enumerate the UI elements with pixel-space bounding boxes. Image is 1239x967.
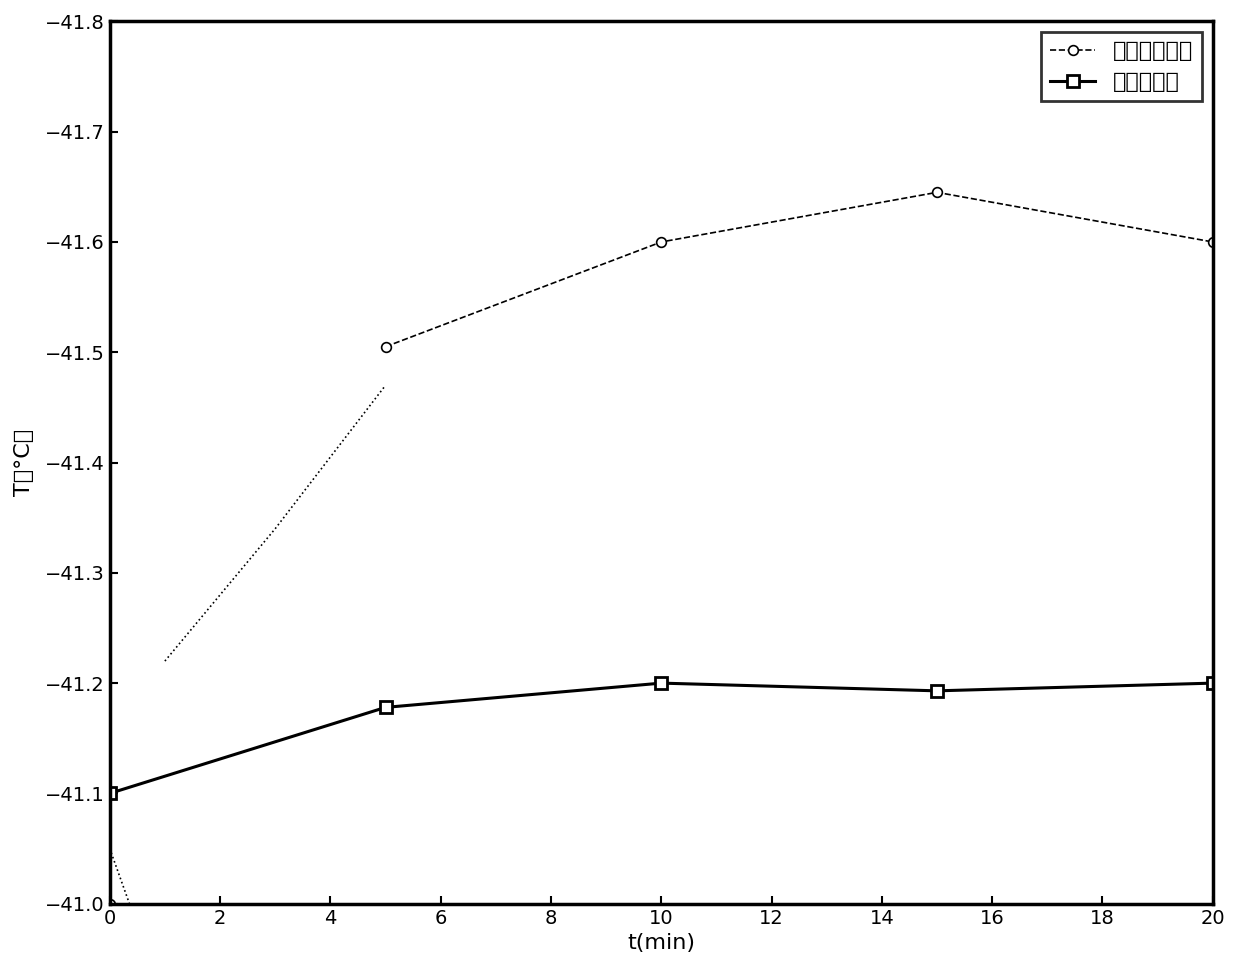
未使用耦合剂 xyxy=(929,187,944,198)
Y-axis label: T（°C）: T（°C） xyxy=(14,429,33,496)
Line: 未使用耦合剂: 未使用耦合剂 xyxy=(380,188,1218,352)
未使用耦合剂 xyxy=(1206,236,1220,248)
未使用耦合剂 xyxy=(654,236,669,248)
未使用耦合剂 xyxy=(378,341,393,353)
使用耦合剂 xyxy=(654,677,669,689)
使用耦合剂 xyxy=(378,702,393,714)
使用耦合剂 xyxy=(929,685,944,696)
X-axis label: t(min): t(min) xyxy=(627,933,695,953)
使用耦合剂 xyxy=(1206,677,1220,689)
Line: 使用耦合剂: 使用耦合剂 xyxy=(104,677,1219,800)
Legend: 未使用耦合剂, 使用耦合剂: 未使用耦合剂, 使用耦合剂 xyxy=(1042,33,1202,102)
使用耦合剂 xyxy=(103,787,118,799)
